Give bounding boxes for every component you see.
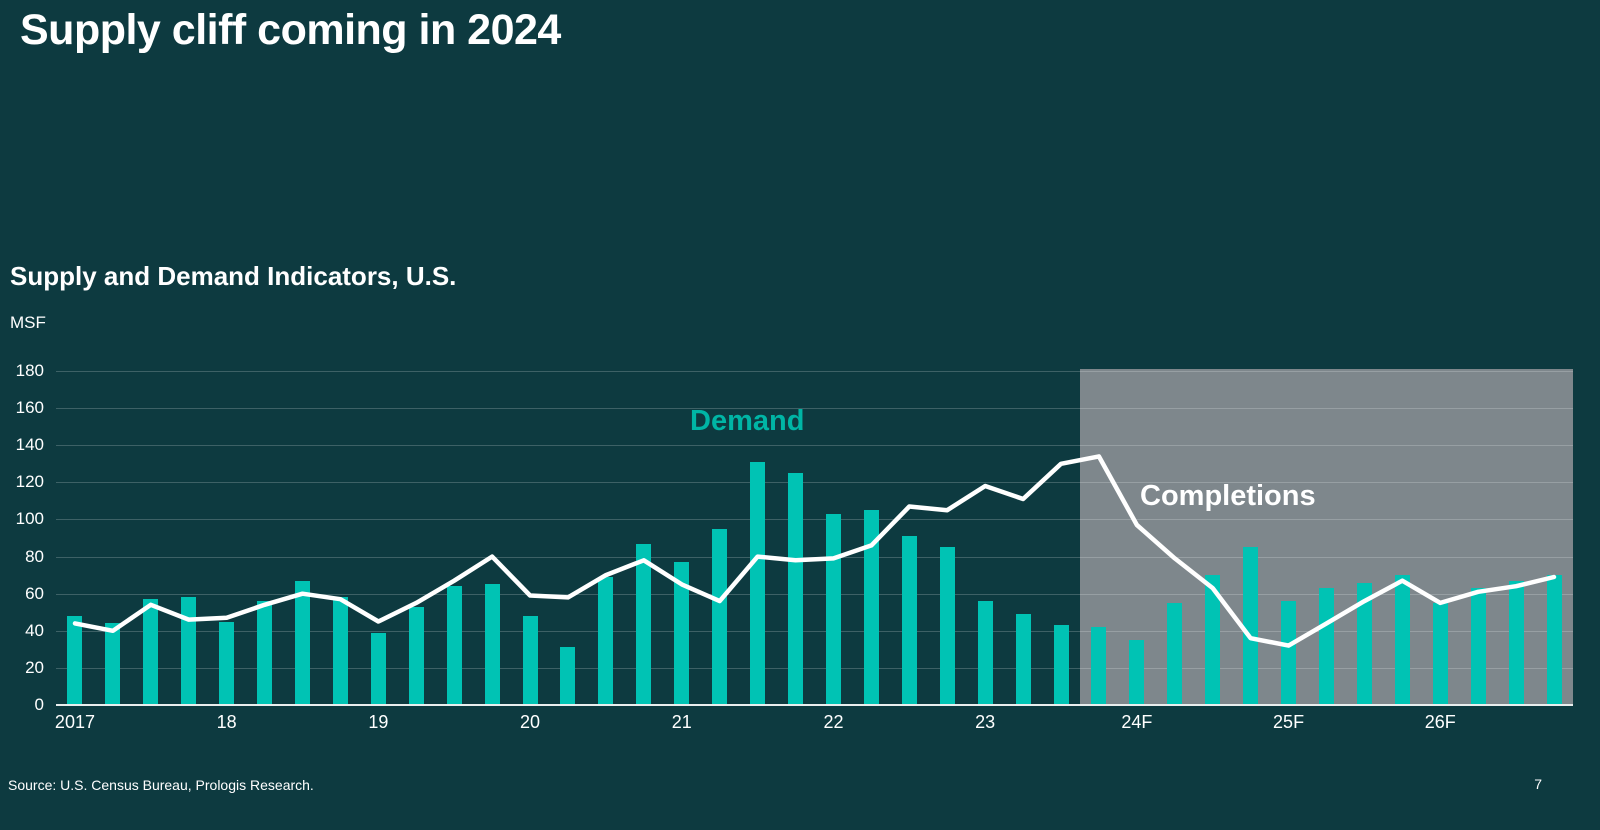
demand-bar [143, 599, 159, 705]
demand-bar [1167, 602, 1183, 705]
demand-bar [750, 461, 766, 705]
demand-bar [825, 513, 841, 705]
demand-bar [1205, 575, 1221, 705]
x-tick-label-25F: 25F [1273, 712, 1305, 732]
gridline-160 [56, 408, 1573, 410]
demand-bar [1356, 582, 1372, 705]
demand-bar [1243, 547, 1259, 705]
x-tick-label-2017: 2017 [54, 712, 95, 732]
y-tick-label-40: 40 [25, 620, 44, 640]
plot-area: 0 20 40 60 80 100 120 140 160 180 [16, 361, 1573, 714]
y-tick-label-20: 20 [25, 657, 44, 677]
demand-bar [901, 536, 917, 705]
demand-bar [181, 597, 197, 705]
demand-bar [788, 473, 804, 705]
gridline-20 [56, 667, 1573, 669]
demand-bar [977, 601, 993, 705]
x-tick-label-26F: 26F [1424, 712, 1456, 732]
y-tick-label-80: 80 [25, 546, 44, 566]
x-tick-label-18: 18 [216, 712, 237, 732]
demand-bar [863, 510, 879, 705]
gridline-60 [56, 593, 1573, 595]
gridline-40 [56, 630, 1573, 632]
demand-bar [1015, 614, 1031, 705]
demand-bar [332, 597, 348, 705]
y-tick-label-180: 180 [15, 361, 44, 380]
gridline-140 [56, 445, 1573, 447]
x-tick-label-21: 21 [671, 712, 692, 732]
gridline-100 [56, 519, 1573, 521]
demand-bar [67, 615, 83, 705]
x-tick-label-23: 23 [975, 712, 996, 732]
slide-title: Supply cliff coming in 2024 [20, 6, 561, 54]
demand-bar [674, 562, 690, 705]
gridline-120 [56, 482, 1573, 484]
demand-bar [598, 576, 614, 705]
source-note: Source: U.S. Census Bureau, Prologis Res… [8, 777, 314, 793]
demand-bar [712, 528, 728, 705]
demand-bar [219, 621, 235, 705]
demand-bar [636, 543, 652, 705]
x-axis-baseline [56, 704, 1573, 706]
demand-bar [560, 647, 576, 705]
demand-series-label: Demand [690, 405, 805, 437]
demand-bar [939, 547, 955, 705]
demand-bar [1129, 640, 1145, 705]
demand-bar [105, 623, 121, 705]
x-tick-label-19: 19 [368, 712, 389, 732]
page-number: 7 [1534, 776, 1542, 792]
demand-bar [484, 584, 500, 705]
demand-bar [522, 615, 538, 705]
demand-bar [1546, 575, 1562, 705]
y-tick-label-0: 0 [34, 695, 44, 714]
x-tick-label-22: 22 [823, 712, 844, 732]
demand-bar [257, 601, 273, 705]
gridline-80 [56, 556, 1573, 558]
demand-bar [370, 632, 386, 705]
demand-bar [1281, 601, 1297, 705]
completions-series-label: Completions [1140, 480, 1316, 512]
x-tick-label-20: 20 [520, 712, 541, 732]
completions-line-series [72, 454, 1557, 648]
gridline-180 [56, 371, 1573, 372]
x-tick-label-24F: 24F [1121, 712, 1153, 732]
demand-bar [1053, 625, 1069, 705]
completions-line [72, 454, 1557, 648]
y-tick-label-160: 160 [15, 398, 44, 418]
demand-bar [1470, 588, 1486, 705]
demand-bar [1091, 627, 1107, 705]
demand-bar [408, 606, 424, 705]
demand-bar [1432, 602, 1448, 705]
demand-bar [1318, 588, 1334, 705]
demand-bar [1394, 575, 1410, 705]
y-axis-unit-label: MSF [10, 313, 46, 332]
y-tick-label-120: 120 [15, 472, 44, 492]
y-tick-label-60: 60 [25, 583, 44, 603]
y-tick-label-100: 100 [15, 509, 44, 529]
demand-bar [1508, 580, 1524, 705]
chart-title: Supply and Demand Indicators, U.S. [10, 261, 457, 291]
demand-bar [446, 586, 462, 705]
demand-bar [295, 580, 310, 705]
y-tick-label-140: 140 [15, 435, 44, 455]
